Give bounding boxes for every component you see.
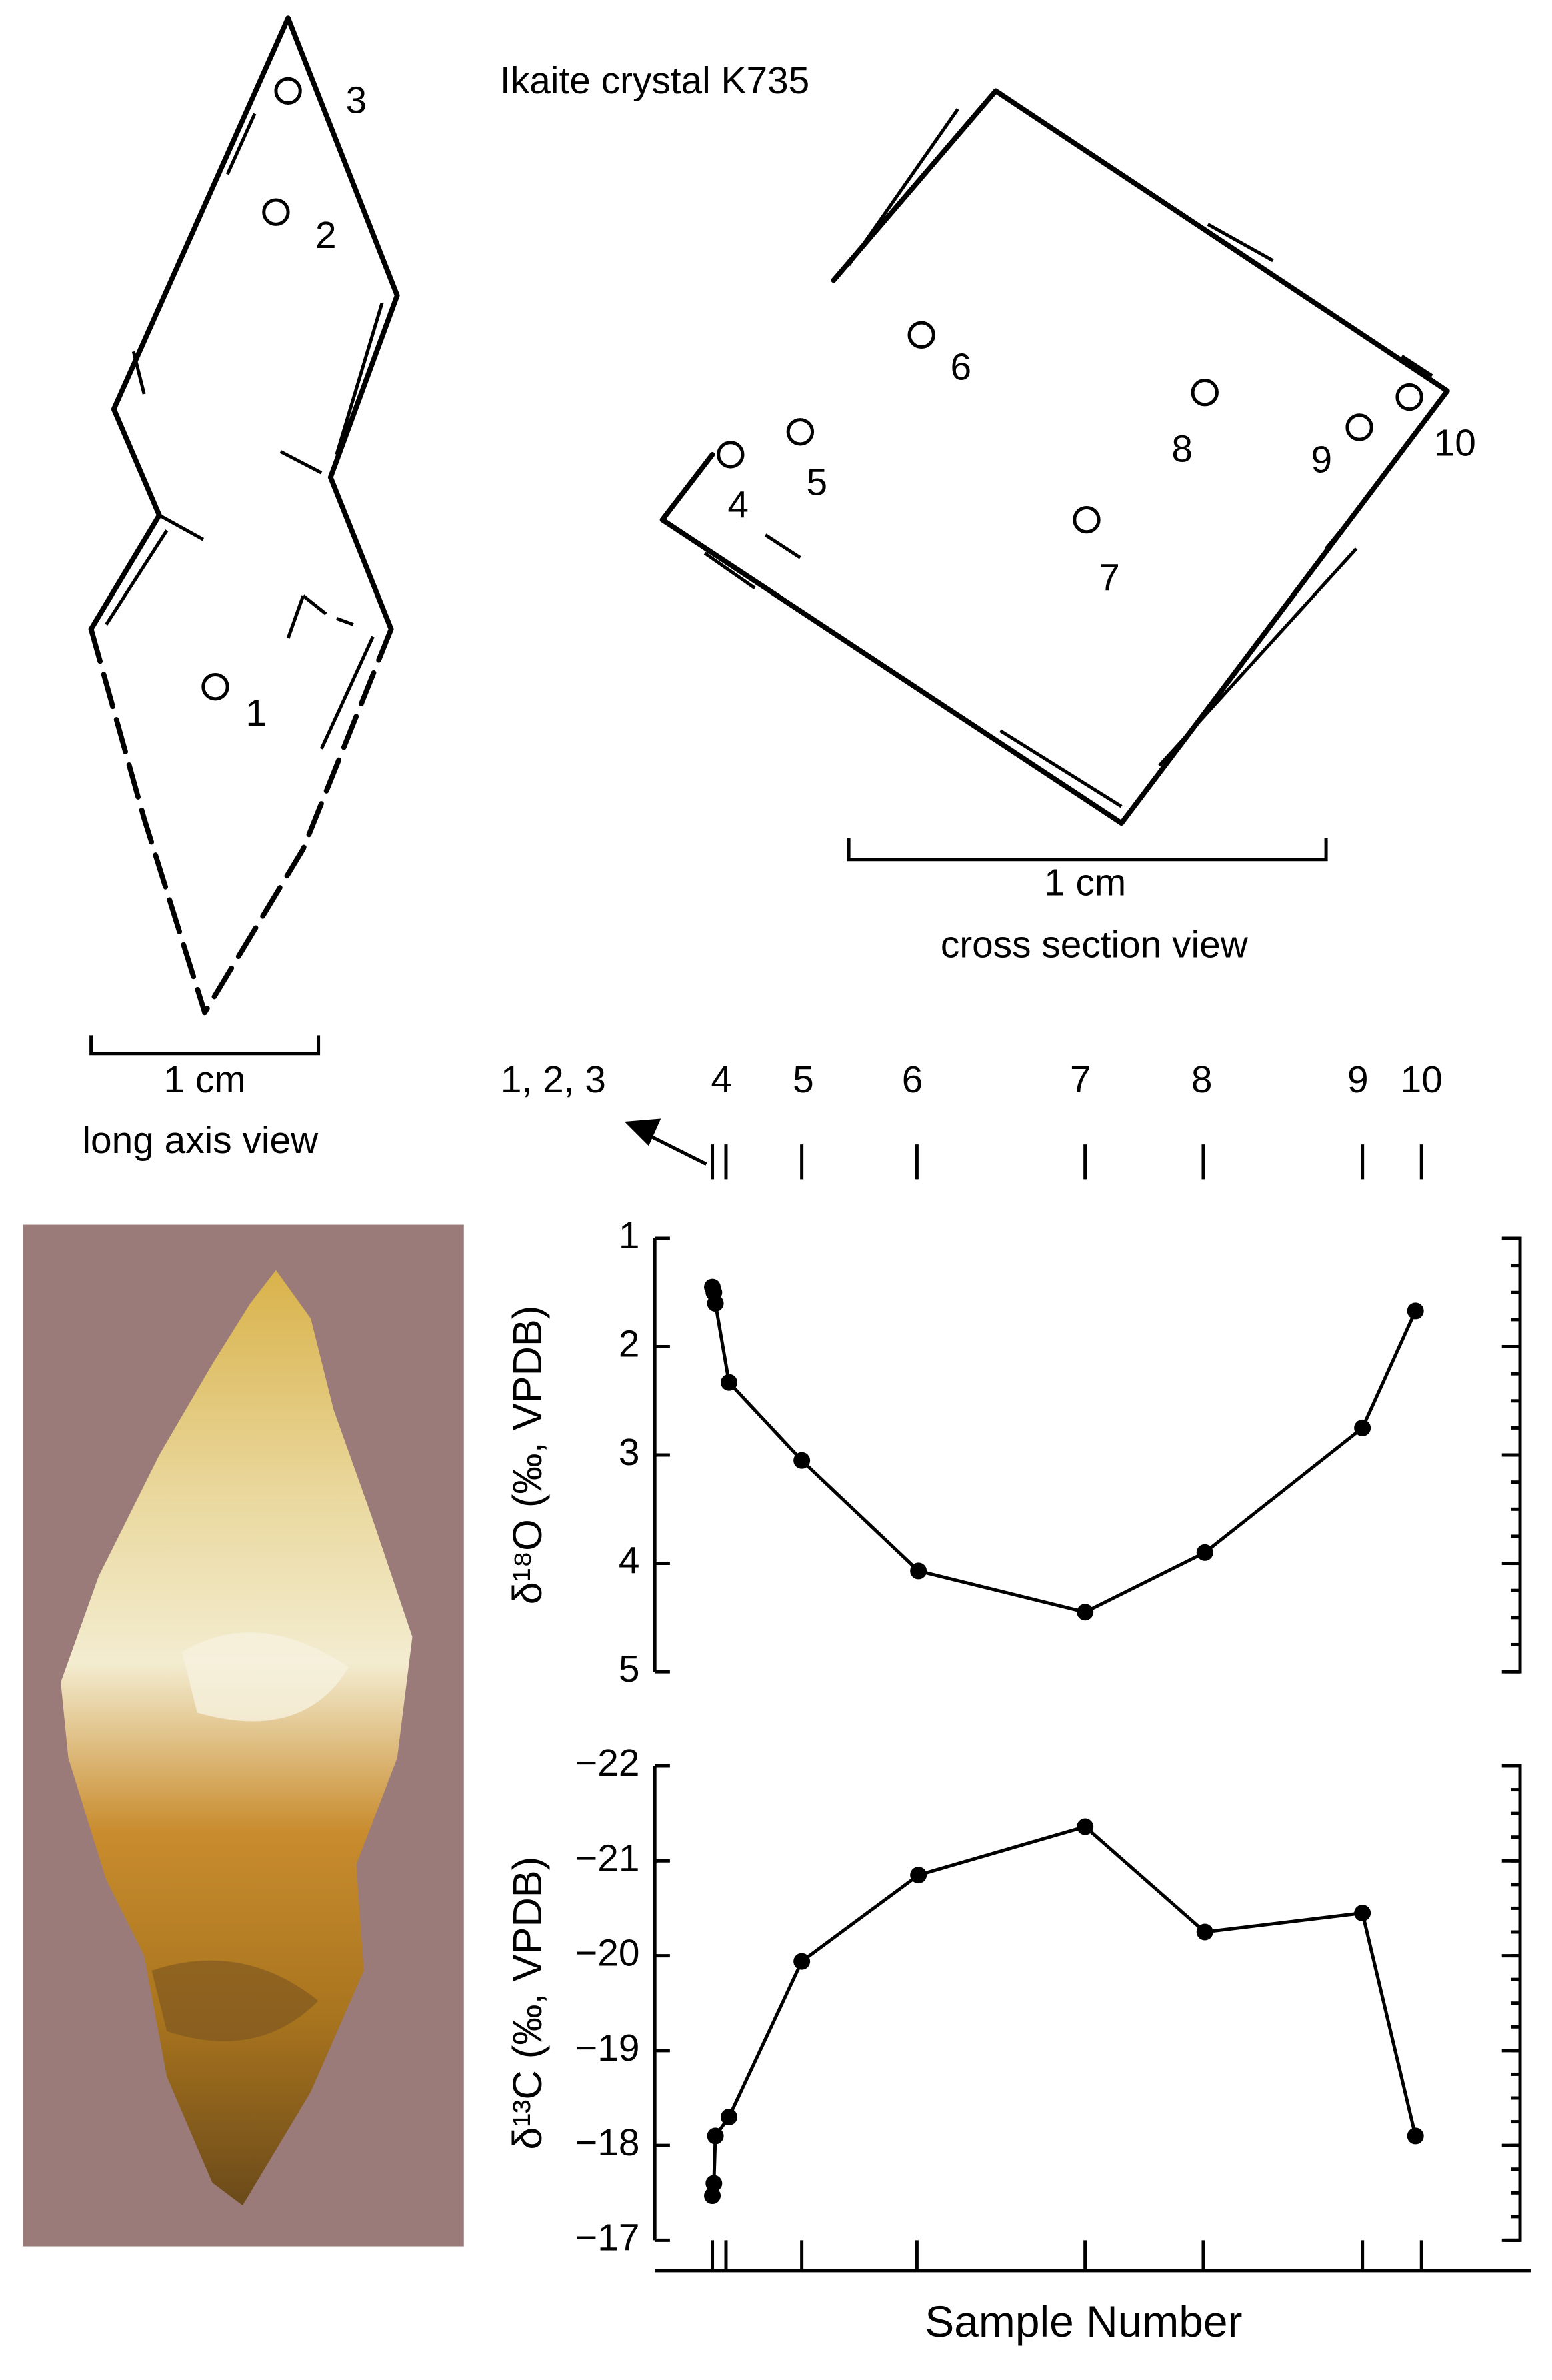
y-tick-label: −18 (575, 2122, 639, 2164)
sample-label: 2 (315, 215, 337, 257)
sample-axis-label: 4 (711, 1059, 732, 1101)
sample-site (1191, 379, 1219, 407)
scale-bar (89, 1035, 321, 1056)
data-point (1077, 1604, 1094, 1621)
sample-label: 4 (727, 484, 749, 526)
sample-label: 10 (1434, 422, 1476, 464)
sample-label: 3 (345, 80, 367, 122)
x-axis (655, 2240, 1531, 2273)
data-point (707, 2127, 724, 2145)
data-point (793, 1452, 811, 1469)
sample-site (201, 672, 229, 701)
scale-bar (847, 838, 1328, 862)
sample-site (786, 418, 815, 446)
sample-axis-label: 10 (1401, 1059, 1443, 1101)
crystal-photo (23, 1224, 464, 2247)
sample-axis-label: 9 (1347, 1059, 1369, 1101)
y-tick-label: 4 (619, 1540, 640, 1582)
data-point (1407, 2127, 1424, 2145)
y-axis-title: δ¹⁸O (‰, VPDB) (505, 1306, 551, 1605)
y-tick-label: 1 (619, 1215, 640, 1257)
y-tick-label: 3 (619, 1432, 640, 1474)
y-tick-label: −21 (575, 1837, 639, 1879)
data-point (1196, 1544, 1213, 1561)
data-point (707, 1295, 724, 1312)
data-point (721, 1374, 738, 1391)
view-caption: long axis view (82, 1120, 319, 1162)
scale-label: 1 cm (1044, 862, 1126, 904)
sample-site (1395, 383, 1423, 411)
data-point (910, 1867, 927, 1884)
sample-axis-label: 6 (902, 1059, 923, 1101)
sample-axis-label: 5 (793, 1059, 814, 1101)
data-point (1196, 1923, 1213, 1941)
data-point (910, 1562, 927, 1580)
y-tick-label: −22 (575, 1742, 639, 1784)
cross-section-sketch (659, 88, 1450, 826)
sample-site (907, 321, 935, 349)
y-tick-label: −19 (575, 2027, 639, 2069)
sample-site (1345, 413, 1373, 441)
figure-title: Ikaite crystal K735 (500, 60, 809, 102)
data-point (704, 2187, 721, 2205)
y-tick-label: 5 (619, 1648, 640, 1690)
x-axis-title: Sample Number (925, 2297, 1242, 2346)
scale-label: 1 cm (164, 1059, 246, 1101)
data-point (705, 2175, 723, 2192)
sample-label: 9 (1311, 439, 1332, 481)
y-axis-title: δ¹³C (‰, VPDB) (505, 1857, 551, 2150)
sample-axis-label: 7 (1070, 1059, 1091, 1101)
sample-label: 8 (1171, 428, 1193, 470)
data-point (721, 2108, 738, 2125)
sample-label: 1 (245, 692, 267, 734)
y-tick-label: −20 (575, 1933, 639, 1975)
sample-site (1073, 505, 1101, 534)
sample-label: 6 (950, 347, 971, 389)
data-line (711, 1286, 1417, 1614)
sample-label: 5 (807, 461, 828, 503)
sample-axis-label: 8 (1191, 1059, 1213, 1101)
y-tick-label: −17 (575, 2217, 639, 2259)
y-tick-label: 2 (619, 1324, 640, 1366)
sample-position-axis (624, 1118, 1423, 1180)
data-point (1077, 1818, 1094, 1835)
sample-site (262, 198, 290, 226)
sample-site (274, 77, 302, 105)
data-line (711, 1825, 1417, 2196)
sample-label: 7 (1099, 557, 1120, 600)
sample-site (717, 441, 745, 469)
data-point (1354, 1905, 1371, 1922)
data-point (1354, 1419, 1371, 1436)
sample-axis-label: 1, 2, 3 (501, 1059, 606, 1101)
data-point (1407, 1302, 1424, 1320)
view-caption: cross section view (941, 924, 1249, 966)
long-axis-sketch (88, 15, 400, 1016)
data-point (793, 1953, 811, 1970)
